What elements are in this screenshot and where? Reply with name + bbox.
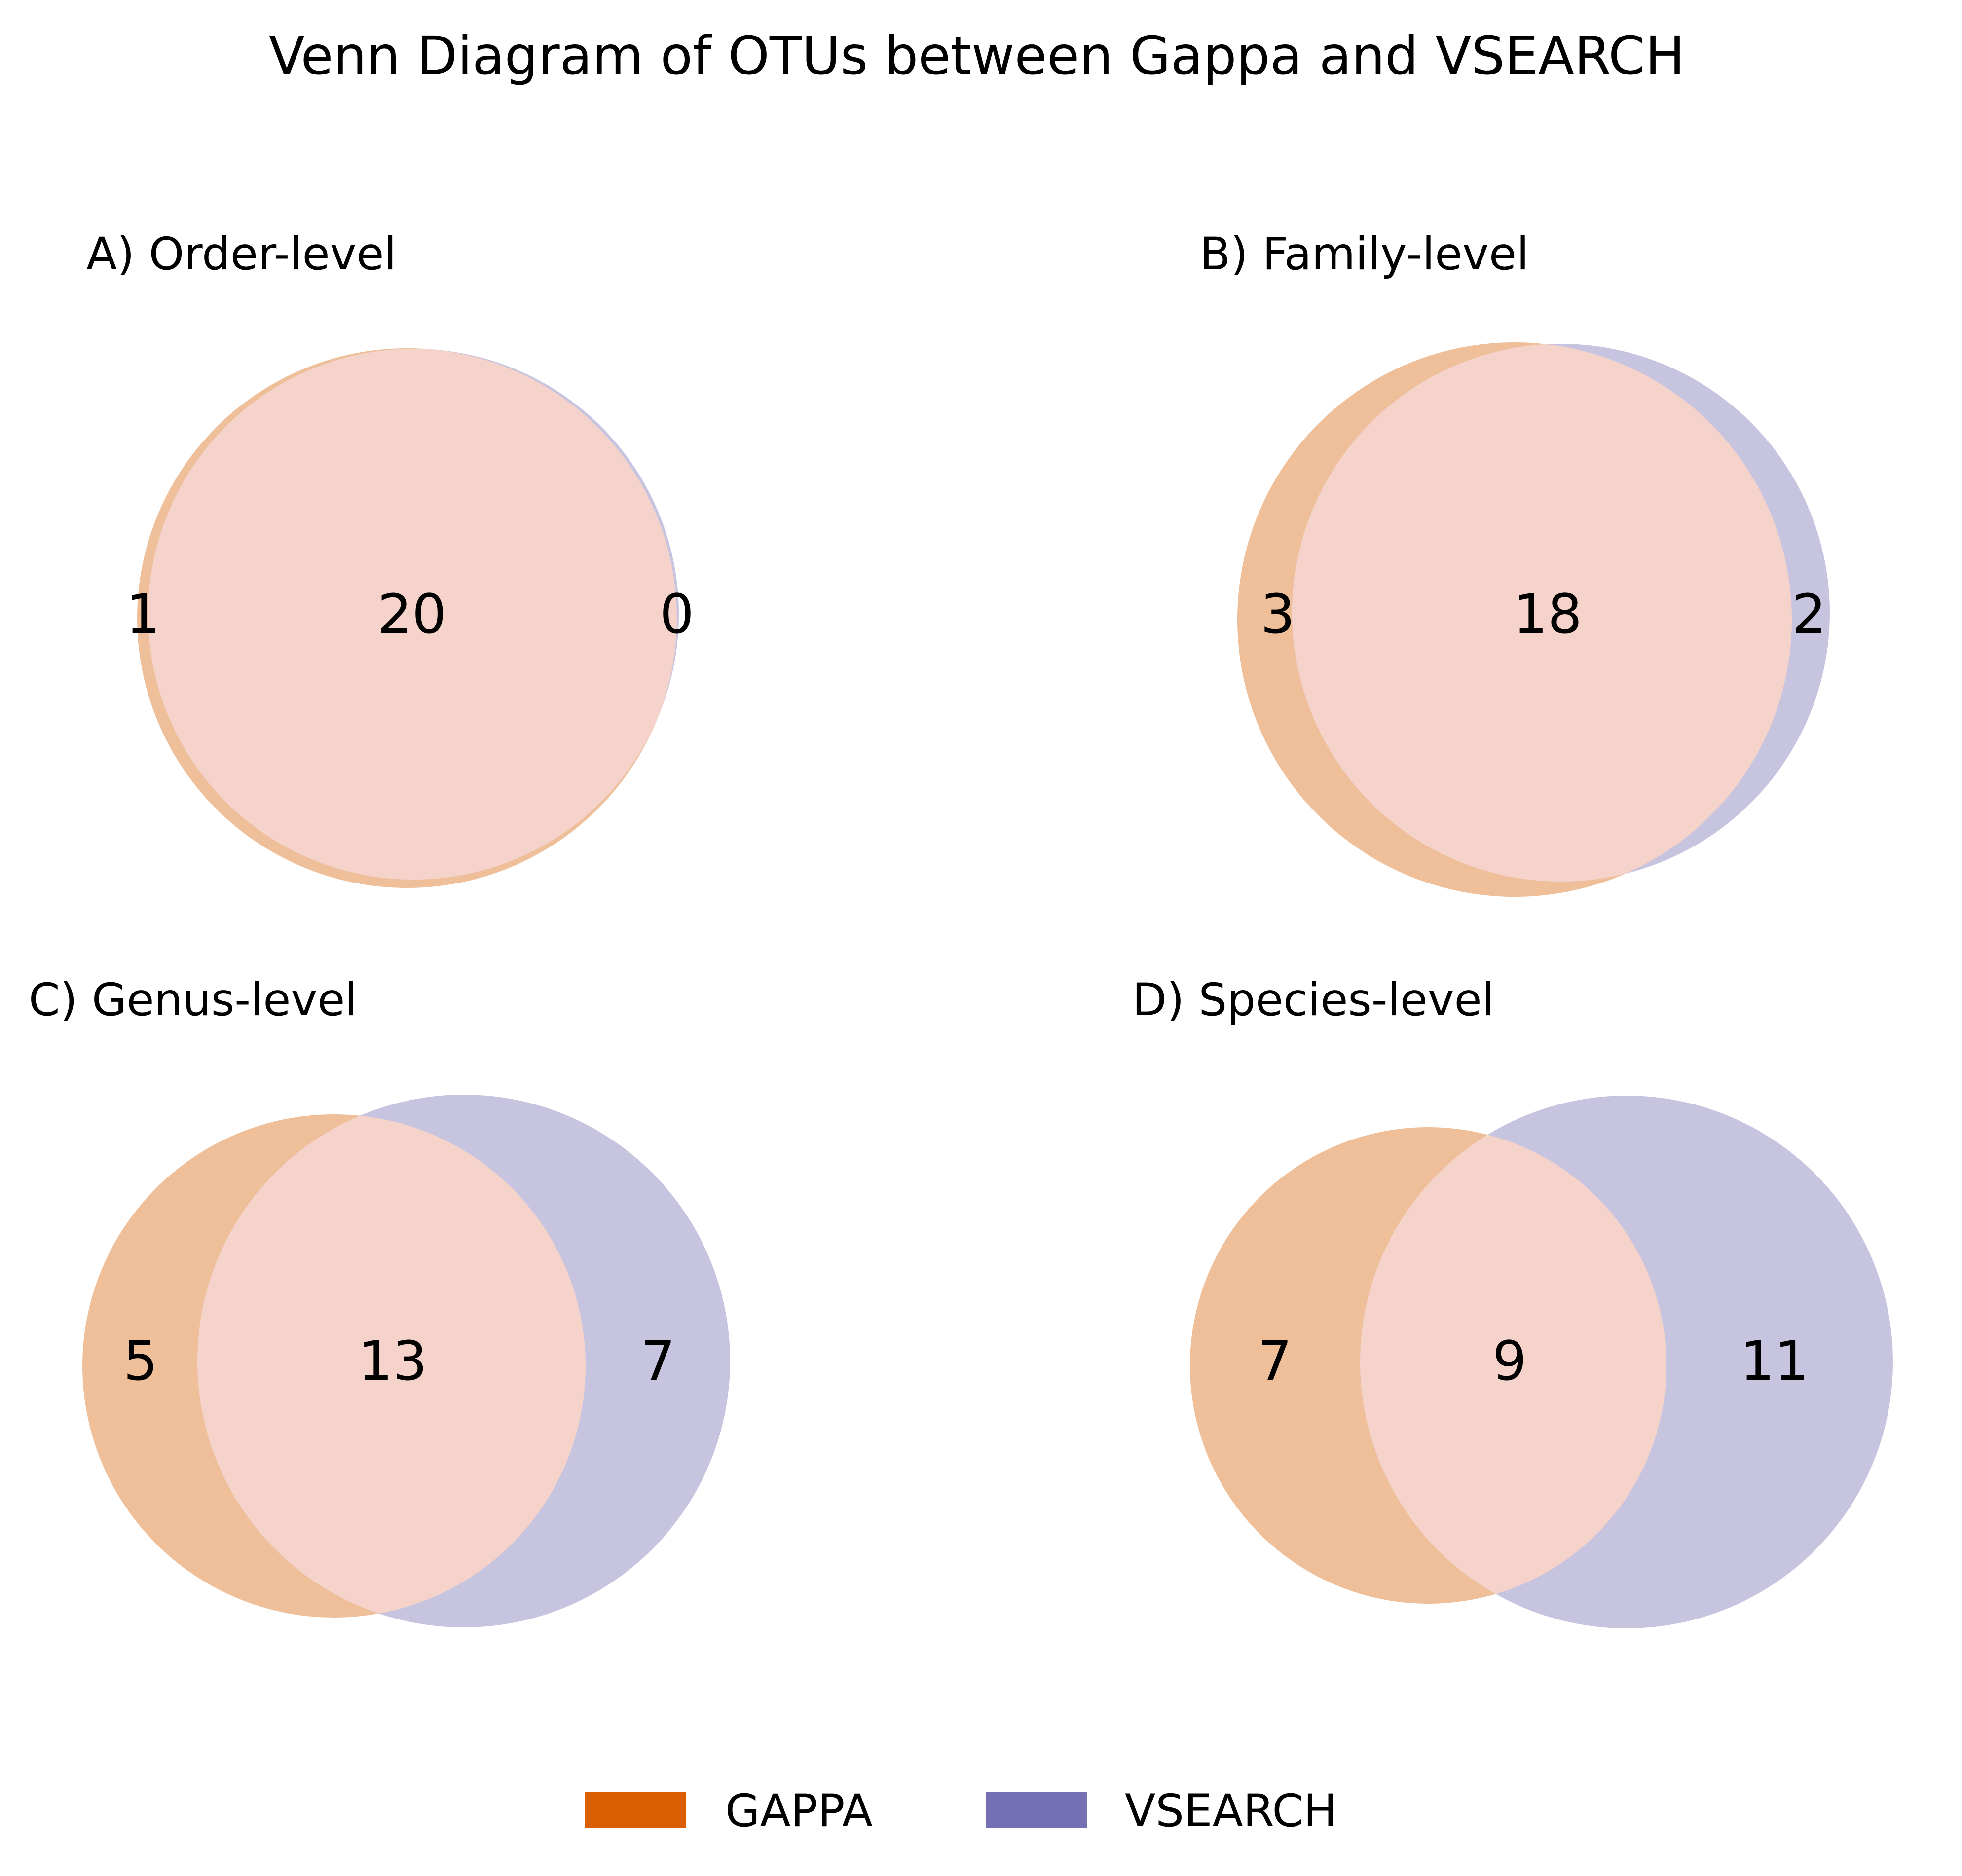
legend: GAPPA VSEARCH <box>585 1785 1337 1837</box>
gappa-only-count: 1 <box>126 583 160 646</box>
panel-title-genus: C) Genus-level <box>29 974 357 1026</box>
overlap-region <box>1360 1127 1666 1604</box>
figure-title: Venn Diagram of OTUs between Gappa and V… <box>269 26 1685 87</box>
vsearch-only-count: 11 <box>1740 1329 1809 1393</box>
venn-panel-family: B) Family-level 3 18 2 <box>1200 228 1830 897</box>
legend-label-gappa: GAPPA <box>725 1785 873 1837</box>
vsearch-only-count: 7 <box>641 1329 675 1393</box>
panel-title-family: B) Family-level <box>1200 228 1529 280</box>
shared-count: 13 <box>358 1329 427 1393</box>
legend-swatch-vsearch <box>986 1792 1087 1828</box>
venn-panel-order: A) Order-level 1 20 0 <box>86 228 694 888</box>
shared-count: 9 <box>1492 1329 1527 1393</box>
vsearch-only-count: 0 <box>660 583 694 646</box>
shared-count: 18 <box>1513 583 1582 646</box>
vsearch-only-count: 2 <box>1792 583 1826 646</box>
overlap-region <box>197 1114 586 1618</box>
gappa-only-count: 7 <box>1258 1329 1292 1393</box>
panel-title-species: D) Species-level <box>1132 974 1494 1026</box>
overlap-region <box>1292 344 1792 882</box>
venn-panel-species: D) Species-level 7 9 11 <box>1132 974 1893 1628</box>
legend-swatch-gappa <box>585 1792 686 1828</box>
gappa-only-count: 5 <box>123 1329 158 1393</box>
legend-label-vsearch: VSEARCH <box>1125 1785 1337 1837</box>
venn-panel-genus: C) Genus-level 5 13 7 <box>29 974 730 1627</box>
shared-count: 20 <box>377 583 446 646</box>
panel-title-order: A) Order-level <box>86 228 397 280</box>
overlap-region <box>148 349 677 880</box>
gappa-only-count: 3 <box>1260 583 1295 646</box>
